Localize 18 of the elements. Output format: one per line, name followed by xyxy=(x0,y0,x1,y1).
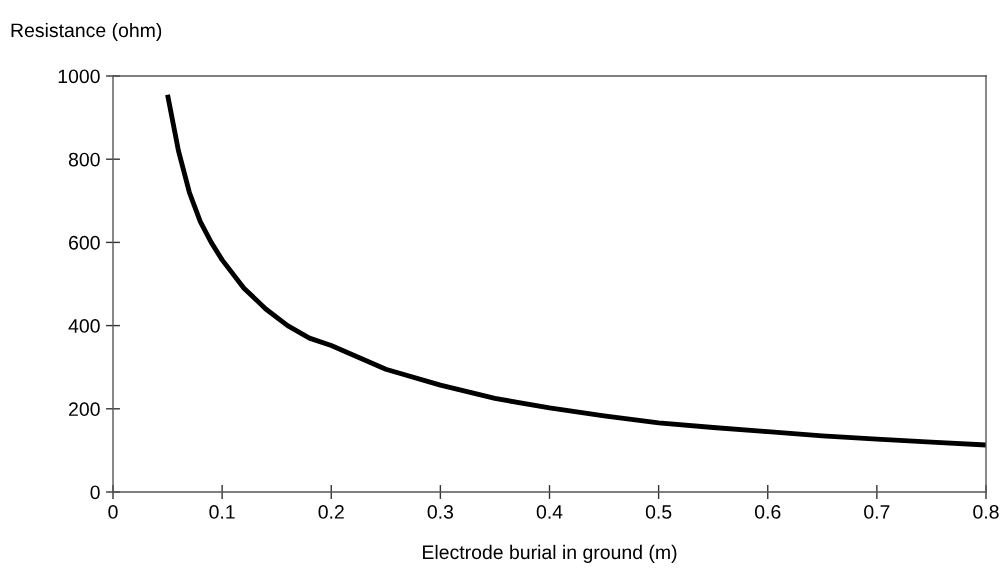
y-tick-label: 0 xyxy=(90,485,100,500)
y-axis-title: Resistance (ohm) xyxy=(11,22,162,42)
y-tick-label: 200 xyxy=(69,402,100,417)
x-tick-label: 0.4 xyxy=(536,505,563,519)
y-tick-label: 800 xyxy=(68,152,100,167)
y-tick-label: 400 xyxy=(68,319,100,333)
x-tick-label: 0.6 xyxy=(755,505,781,519)
x-axis-title: Electrode burial in ground (m) xyxy=(423,544,677,563)
x-tick-label: 0.3 xyxy=(427,505,454,519)
x-tick-label: 0.5 xyxy=(645,505,672,519)
x-tick-label: 0.8 xyxy=(973,505,999,519)
x-tick-label: 0.2 xyxy=(318,505,344,519)
y-tick-label: 1000 xyxy=(58,69,100,84)
line-series xyxy=(165,92,986,448)
y-tick-label: 600 xyxy=(69,235,100,250)
x-tick-label: 0.1 xyxy=(209,505,235,519)
x-tick-label: 0 xyxy=(108,505,118,519)
x-tick-label: 0.7 xyxy=(864,505,890,519)
